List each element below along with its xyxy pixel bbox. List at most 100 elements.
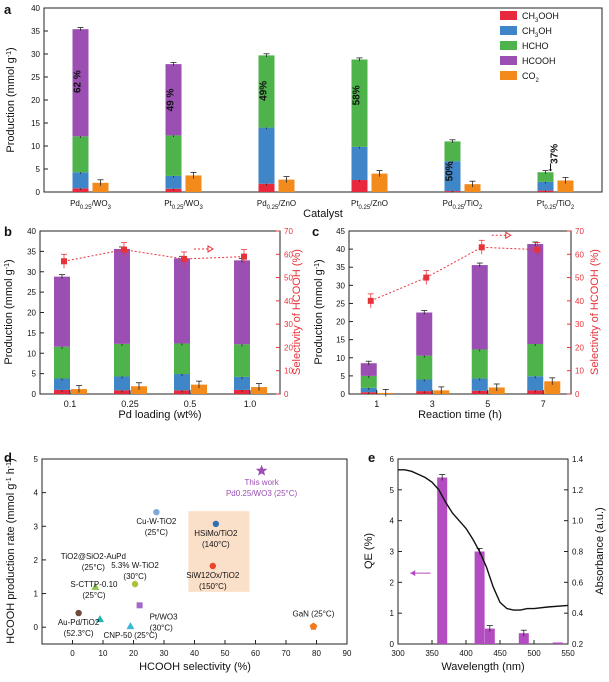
d-xtick-label: 60 [251,649,260,658]
a-legend-label-CO2: CO2 [522,71,540,84]
d-point-6 [95,615,104,623]
ylabel-c-main: Production (mmol g [313,269,325,364]
a-legend-text-base: CO [522,71,536,81]
panel-d-label: d [4,450,12,465]
d-point-label-7: Pt/WO3 [150,612,179,621]
a-annotation: 62 % [73,70,84,93]
c-sel-line [370,246,538,302]
ylabel-a-sup: -1 [6,51,13,57]
e-ytick-label: 4 [390,517,395,526]
a-xtick-label-part: 2 [479,205,483,211]
panel-c-frame [348,230,572,395]
panel-b-label: b [4,224,12,239]
a-xtick-label-part: 3 [199,205,203,211]
b-y2tick-label: 0 [284,390,289,399]
a-xtick-label: Pt0.25/TiO2 [537,199,575,211]
a-annotation: 58% [352,85,363,105]
c-y2tick-label: 20 [575,343,584,352]
panel-d: d 0 10 20 30 40 50 60 70 80 90 0 1 2 3 4 5 This work Pd0.… [4,450,352,673]
d-point-label-6: (25°C) [82,591,106,600]
b-y2tick-label: 50 [284,274,293,283]
a-legend-label-HCHO: HCHO [522,41,549,51]
e-xtick-label: 350 [425,649,439,658]
c-bar-HCOOH [360,363,377,376]
d-xtick-label: 80 [312,649,321,658]
c-ytick-label: 30 [336,281,345,290]
a-legend-swatch-HCHO [500,41,517,50]
d-point-label-4: TiO2@SiO2-AuPd [61,552,126,561]
a-legend-label-CH3OOH: CH3OOH [522,11,559,24]
d-point-label-10: GaN (25°C) [293,610,335,619]
d-point-3 [209,562,216,570]
a-bar-CH3OH [351,146,368,181]
e-qe-bar [437,477,448,644]
b-bar-HCHO [54,346,70,379]
c-bar-CH3OH [527,376,544,391]
a-legend-swatch-CH3OOH [500,11,517,20]
b-y2tick-label: 40 [284,297,293,306]
panel-b-ylabel: Production (mmol g-1) [3,259,15,364]
b-sel-marker [61,258,67,265]
d-point-label-5: (30°C) [123,572,147,581]
a-bar-CO2 [371,173,388,192]
b-ytick-label: 5 [32,370,37,379]
d-point-label-1: Cu-W-TiO2 [136,517,177,526]
d-point-label-9: CNP-50 (25°C) [104,631,158,640]
a-xtick-label: Pd0.25/TiO2 [443,199,483,211]
a-bar-HCHO [444,141,461,162]
c-sel-arrowhead [505,231,512,240]
b-bar-CH3OH [54,378,70,390]
e-y2tick-label: 0.8 [572,548,584,557]
a-annotation: 50% [445,161,456,181]
d-ytick-label: 4 [34,489,39,498]
c-ytick-label: 35 [336,263,345,272]
e-qe-bar [474,551,485,644]
a-xtick-label-part: Pd [257,199,267,208]
c-y2tick-label: 70 [575,227,584,236]
a-xtick-label-part: 0.25 [544,205,556,211]
b-sel-marker [121,246,127,253]
a-xtick-label-part: /ZnO [278,199,296,208]
ylabel-b-main: Production (mmol g [3,269,15,364]
e-xtick-label: 550 [561,649,575,658]
a-ytick-label: 5 [36,165,41,174]
a-bar-HCHO [72,136,89,173]
c-y2tick-label: 40 [575,297,584,306]
a-bar-CH3OOH [351,180,368,192]
b-bar-HCOOH [54,276,70,347]
panel-e-ylabel: QE (%) [363,533,375,569]
a-ytick-label: 0 [36,188,41,197]
b-y2tick-label: 70 [284,227,293,236]
d-point-label-8: (52.3°C) [64,629,94,638]
a-ytick-label: 40 [31,4,40,13]
c-sel-marker [478,244,485,251]
c-bar-CH3OH [471,378,488,391]
d-point-7 [136,602,143,609]
a-bar-HCHO [165,135,182,176]
a-bar-HCHO [351,59,368,147]
a-annotation-arrowhead [548,169,553,172]
a-bar-CO2 [464,184,481,192]
d-point-label-4: (25°C) [82,563,106,572]
a-legend-text-sub: 3 [535,18,539,24]
c-sel-marker [534,246,541,253]
d-ytick-label: 2 [34,556,39,565]
a-bar-CO2 [278,179,295,192]
a-ytick-label: 15 [31,119,40,128]
e-ytick-label: 2 [390,578,395,587]
e-y2tick-label: 0.4 [572,609,584,618]
d-xtick-label: 50 [221,649,230,658]
ylabel-c-close: ) [313,259,325,263]
d-ytick-label: 5 [34,455,39,464]
a-annotation: 37% [550,144,561,164]
b-sel-marker [181,255,187,262]
ylabel-a-close: ) [5,47,17,51]
b-bar-CH3OOH [54,389,70,394]
c-bar-CO2 [544,381,561,394]
b-sel-arrowhead [207,245,214,253]
b-y2tick-label: 30 [284,320,293,329]
c-bar-HCHO [527,344,544,377]
b-bar-CO2 [191,384,207,394]
a-legend-label-HCOOH: HCOOH [522,56,556,66]
